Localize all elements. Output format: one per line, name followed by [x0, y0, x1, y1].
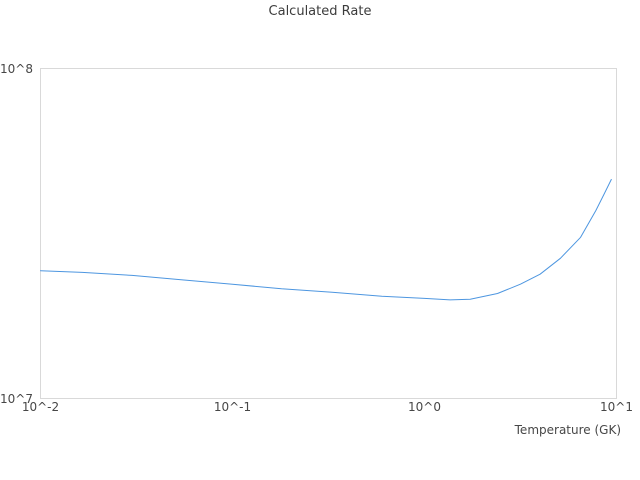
- y-tick-1e7: 10^7: [0, 391, 33, 406]
- x-axis-label: Temperature (GK): [514, 423, 621, 437]
- plot-border: [40, 68, 617, 399]
- x-tick-1e0: 10^0: [408, 400, 441, 414]
- rate-line: [40, 179, 612, 301]
- chart-title: Calculated Rate: [268, 4, 372, 19]
- y-tick-1e8: 10^8: [0, 61, 33, 76]
- x-tick-1e1: 10^1: [600, 400, 633, 414]
- x-tick-1e-1: 10^-1: [213, 400, 252, 414]
- x-tick-1e-2: 10^-2: [21, 400, 60, 414]
